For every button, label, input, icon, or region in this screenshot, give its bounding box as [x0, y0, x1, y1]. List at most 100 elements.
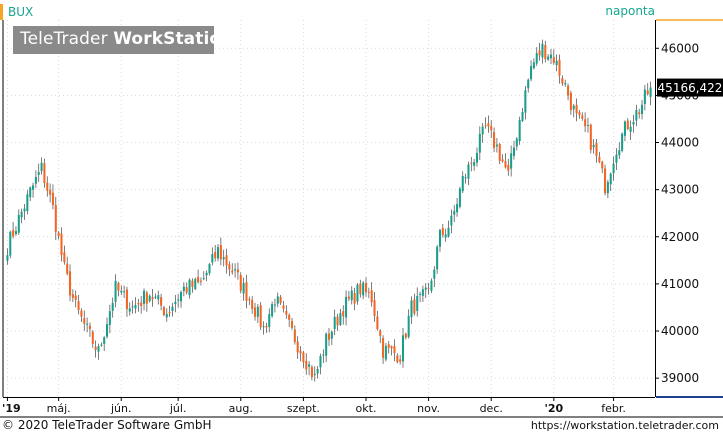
- candle: [461, 171, 464, 193]
- source-url[interactable]: https://workstation.teletrader.com: [530, 419, 719, 432]
- candle-body-down: [199, 280, 202, 282]
- candle-body-up: [555, 60, 558, 66]
- period-label[interactable]: naponta: [605, 4, 655, 18]
- candle-body-down: [379, 330, 382, 336]
- candle-body-down: [63, 252, 66, 263]
- candle-body-up: [444, 234, 447, 238]
- candle: [211, 247, 214, 266]
- candle-body-down: [88, 325, 91, 330]
- candle-body-down: [387, 344, 390, 348]
- candle-body-up: [34, 176, 37, 184]
- candle: [575, 98, 578, 122]
- candle-body-down: [305, 360, 308, 370]
- candle-body-up: [527, 79, 530, 89]
- candle: [69, 264, 72, 302]
- candle: [168, 305, 171, 317]
- candle: [123, 285, 126, 299]
- watermark-box: [13, 26, 214, 54]
- candle: [97, 343, 100, 360]
- candle-body-down: [191, 280, 194, 288]
- candle: [20, 208, 23, 224]
- candle: [498, 143, 501, 165]
- candle-body-up: [467, 164, 470, 179]
- candle: [376, 310, 379, 331]
- candle-body-up: [174, 301, 177, 305]
- candle-body-down: [160, 297, 163, 306]
- candle-body-down: [80, 310, 83, 317]
- candle-body-up: [37, 171, 40, 175]
- candle-body-down: [626, 120, 629, 130]
- candle-body-up: [535, 53, 538, 64]
- candle: [342, 305, 345, 325]
- candle-body-down: [293, 329, 296, 343]
- candle: [202, 271, 205, 281]
- candle: [117, 281, 120, 297]
- last-price-tag-bg: [657, 78, 723, 97]
- candle: [353, 287, 356, 311]
- candle: [319, 353, 322, 375]
- candle-body-up: [421, 289, 424, 296]
- candle-body-up: [40, 162, 43, 171]
- candle: [410, 296, 413, 324]
- candle: [259, 302, 262, 331]
- x-tick-label: nov.: [417, 402, 440, 415]
- candle: [49, 183, 52, 203]
- candle: [589, 123, 592, 154]
- candle-body-down: [288, 314, 291, 320]
- candle: [572, 103, 575, 118]
- candle-body-down: [404, 333, 407, 338]
- copyright-text: © 2020 TeleTrader Software GmbH: [2, 418, 212, 432]
- candle-body-down: [370, 290, 373, 303]
- candle-body-down: [399, 359, 402, 362]
- candle-body-up: [632, 121, 635, 125]
- candle: [308, 361, 311, 376]
- candle: [228, 261, 231, 276]
- candle-body-up: [515, 138, 518, 147]
- candle: [316, 366, 319, 379]
- candle-body-up: [473, 162, 476, 166]
- candle-body-down: [646, 90, 649, 95]
- candle: [279, 295, 282, 306]
- candle-body-up: [564, 83, 567, 85]
- candle: [88, 322, 91, 337]
- candle: [100, 342, 103, 347]
- candle-body-down: [140, 302, 143, 306]
- candle: [253, 302, 257, 321]
- x-tick-label: máj.: [47, 402, 71, 415]
- candle-body-up: [410, 300, 413, 318]
- candle-body-down: [151, 297, 154, 300]
- candle: [23, 204, 26, 220]
- candle-body-up: [433, 269, 436, 279]
- x-tick-label: febr.: [601, 402, 626, 415]
- candle-body-down: [253, 307, 257, 317]
- candle: [26, 190, 29, 215]
- candle-body-down: [60, 233, 63, 256]
- candle: [46, 176, 49, 197]
- candle-body-down: [342, 311, 345, 317]
- candle-body-up: [211, 254, 214, 263]
- candle: [390, 345, 393, 356]
- candle: [350, 286, 353, 305]
- candle-body-down: [638, 112, 641, 115]
- candle: [145, 290, 148, 312]
- candle: [430, 278, 433, 294]
- candle-body-down: [69, 271, 72, 296]
- candle: [216, 243, 220, 262]
- candle: [578, 110, 581, 119]
- candle-body-up: [464, 177, 467, 179]
- candle-body-up: [148, 295, 151, 302]
- candle: [256, 304, 259, 324]
- candle-body-up: [416, 295, 419, 311]
- candle: [347, 290, 350, 302]
- candle-body-down: [74, 295, 77, 300]
- candle: [393, 339, 396, 362]
- candle: [561, 75, 564, 86]
- candle-body-up: [512, 147, 516, 156]
- candle-body-up: [430, 280, 433, 291]
- candle-body-down: [285, 311, 288, 315]
- candle-body-up: [29, 187, 32, 198]
- candle-body-up: [134, 304, 137, 309]
- candle: [174, 295, 177, 313]
- candle: [447, 220, 450, 238]
- candle-body-up: [216, 247, 220, 259]
